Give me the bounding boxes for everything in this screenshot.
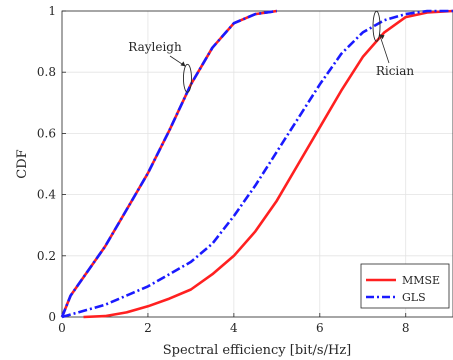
x-tick-label: 6 <box>316 321 324 335</box>
plot-area-frame <box>61 10 453 318</box>
rayleigh-label: Rayleigh <box>128 40 182 54</box>
series-line-gls-rayleigh <box>60 9 277 318</box>
series-layer <box>60 9 453 319</box>
x-tick-label: 2 <box>144 321 152 335</box>
series-line-mmse-rician <box>83 9 453 319</box>
x-tick-label: 0 <box>58 321 66 335</box>
y-tick-label: 0.6 <box>37 126 56 140</box>
annotation-layer: Rayleigh Rician <box>128 10 415 93</box>
rayleigh-ellipse <box>183 63 192 93</box>
axis-ticks: 0 2 4 6 8 0 0.2 0.4 0.6 0.8 1 <box>37 4 410 335</box>
y-axis-label: CDF <box>15 149 30 178</box>
legend: MMSE GLS <box>360 263 450 309</box>
rician-arrowhead <box>379 34 385 40</box>
x-axis-label: Spectral efficiency [bit/s/Hz] <box>163 343 352 358</box>
y-tick-label: 0.4 <box>37 188 56 202</box>
x-tick-label: 4 <box>230 321 238 335</box>
y-tick-label: 0.2 <box>37 249 56 263</box>
rician-label: Rician <box>376 64 415 78</box>
rician-ellipse <box>372 10 381 42</box>
legend-box <box>360 263 450 309</box>
rician-arrow <box>379 34 390 64</box>
legend-label-gls: GLS <box>402 291 426 304</box>
series-line-gls-rician <box>61 9 453 319</box>
x-tick-label: 8 <box>402 321 410 335</box>
legend-label-mmse: MMSE <box>402 274 440 287</box>
y-tick-label: 0.8 <box>37 65 56 79</box>
rayleigh-arrowhead <box>180 61 186 67</box>
y-tick-label: 0 <box>48 310 56 324</box>
y-tick-label: 1 <box>48 4 56 18</box>
